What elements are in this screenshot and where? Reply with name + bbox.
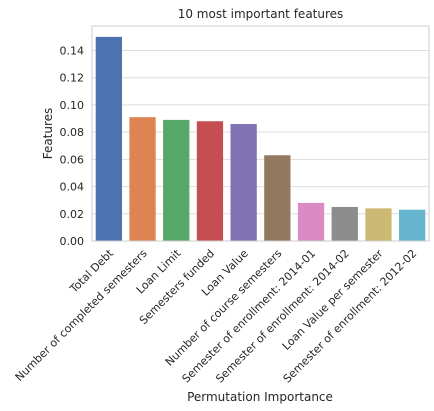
y-tick-label: 0.08 <box>60 126 85 139</box>
bar <box>331 206 358 241</box>
bar <box>163 119 190 241</box>
bar <box>95 36 122 241</box>
chart-title: 10 most important features <box>178 7 344 21</box>
plot-frame <box>91 25 430 242</box>
y-tick-label: 0.10 <box>60 99 85 112</box>
bar <box>399 209 426 241</box>
y-tick-label: 0.04 <box>60 181 85 194</box>
y-axis-title: Features <box>41 108 55 160</box>
bar <box>365 208 392 241</box>
y-tick-labels: 0.00 0.02 0.04 0.06 0.08 0.10 0.12 0.14 <box>60 44 85 248</box>
bar <box>264 155 291 241</box>
bar <box>297 202 325 241</box>
bar <box>196 121 224 241</box>
y-tick-label: 0.00 <box>60 235 85 248</box>
bar <box>129 117 156 241</box>
bar <box>230 123 257 241</box>
x-axis-title: Permutation Importance <box>187 390 333 404</box>
bars <box>95 36 426 241</box>
y-tick-label: 0.06 <box>60 153 85 166</box>
y-tick-label: 0.14 <box>60 44 85 57</box>
y-tick-label: 0.12 <box>60 72 85 85</box>
y-tick-label: 0.02 <box>60 208 85 221</box>
